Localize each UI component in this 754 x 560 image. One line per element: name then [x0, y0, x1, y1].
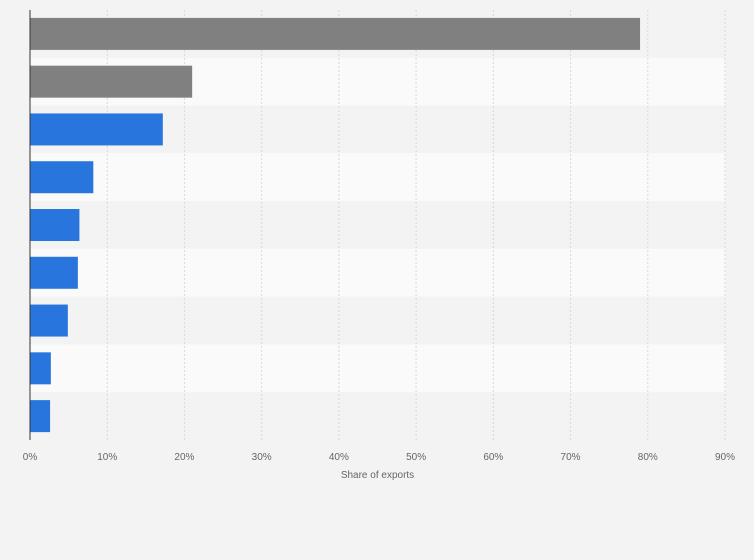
- x-tick-label: 50%: [406, 452, 426, 463]
- row-band: [30, 296, 725, 345]
- row-band: [30, 201, 725, 249]
- bars: 79% 21% 17.2% 8.2% 6.4% 6.2% 4.9% 2.7% 2.6%: [30, 17, 641, 433]
- bar[interactable]: 79%: [30, 17, 641, 50]
- bar[interactable]: 17.2%: [30, 113, 163, 146]
- bar[interactable]: 8.2%: [30, 161, 94, 194]
- bar[interactable]: 21%: [30, 65, 193, 98]
- row-band: [30, 392, 725, 440]
- x-tick-label: 90%: [715, 452, 735, 463]
- row-band: [30, 248, 725, 297]
- x-tick-label: 60%: [483, 452, 503, 463]
- x-axis-ticks: 0% 10% 20% 30% 40% 50% 60% 70% 80% 90%: [23, 452, 735, 463]
- x-tick-label: 70%: [561, 452, 581, 463]
- x-tick-label: 30%: [252, 452, 272, 463]
- x-tick-label: 40%: [329, 452, 349, 463]
- row-bands: [30, 10, 725, 440]
- bar[interactable]: 2.7%: [30, 352, 51, 385]
- x-tick-label: 10%: [97, 452, 117, 463]
- bar[interactable]: 2.6%: [30, 400, 51, 433]
- x-tick-label: 0%: [23, 452, 38, 463]
- x-tick-label: 20%: [174, 452, 194, 463]
- x-tick-label: 80%: [638, 452, 658, 463]
- row-band: [30, 344, 725, 393]
- bar[interactable]: 4.9%: [30, 304, 68, 337]
- bar[interactable]: 6.2%: [30, 256, 78, 289]
- bar[interactable]: 6.4%: [30, 209, 80, 241]
- x-axis-title: Share of exports: [341, 470, 414, 481]
- row-band: [30, 153, 725, 202]
